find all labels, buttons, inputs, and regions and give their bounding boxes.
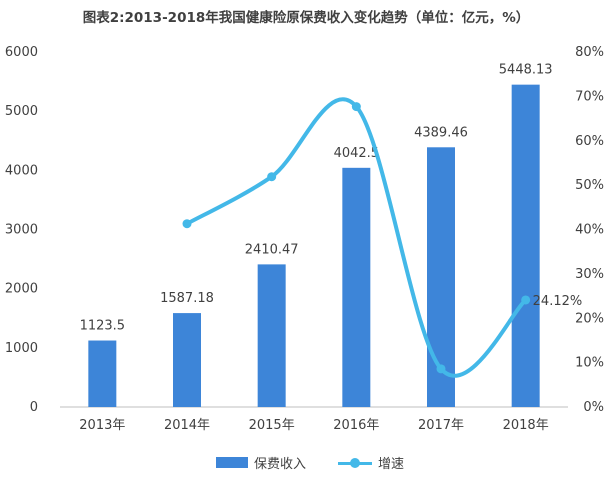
right-axis-ticks: 0% 10% 20% 30% 40% 50% 60% 70% 80% xyxy=(575,45,604,415)
chart-title: 图表2:2013-2018年我国健康险原保费收入变化趋势（单位：亿元，%） xyxy=(82,10,530,26)
legend-line-swatch xyxy=(338,457,372,469)
x-tick-label: 2013年 xyxy=(79,418,125,433)
bar xyxy=(511,84,540,407)
x-tick-label: 2016年 xyxy=(333,418,379,433)
left-tick-label: 5000 xyxy=(5,104,38,119)
x-tick-label: 2017年 xyxy=(418,418,464,433)
left-tick-label: 0 xyxy=(30,400,38,415)
bar-value-label: 4042.5 xyxy=(334,146,380,161)
legend-item-bar: 保费收入 xyxy=(216,453,306,472)
bar-value-label: 4389.46 xyxy=(414,125,468,140)
right-tick-label: 0% xyxy=(583,400,604,415)
left-tick-label: 6000 xyxy=(5,45,38,60)
bar xyxy=(342,167,371,407)
bar-labels: 1123.5 1587.18 2410.47 4042.5 4389.46 5448.13 xyxy=(80,63,553,334)
bar xyxy=(427,147,455,407)
left-tick-label: 4000 xyxy=(5,163,38,178)
legend-bar-swatch xyxy=(216,457,248,468)
bar-value-label: 1123.5 xyxy=(80,319,126,334)
bar-value-label: 1587.18 xyxy=(160,291,214,306)
bar xyxy=(173,313,201,407)
legend-bar-label: 保费收入 xyxy=(254,457,307,472)
bars xyxy=(88,84,540,407)
growth-point xyxy=(436,364,446,374)
left-tick-label: 2000 xyxy=(5,282,38,297)
legend-item-line: 增速 xyxy=(338,453,404,472)
x-axis-ticks: 2013年 2014年 2015年 2016年 2017年 2018年 xyxy=(79,418,548,433)
right-tick-label: 20% xyxy=(575,311,604,326)
left-tick-label: 3000 xyxy=(5,223,38,238)
right-tick-label: 10% xyxy=(575,356,604,371)
growth-line-layer: 24.12% xyxy=(182,97,583,378)
x-tick-label: 2015年 xyxy=(249,418,295,433)
bar xyxy=(257,264,286,407)
bar xyxy=(88,340,117,407)
right-tick-label: 40% xyxy=(575,223,604,238)
x-tick-label: 2018年 xyxy=(503,418,549,433)
right-tick-label: 60% xyxy=(575,134,604,149)
left-tick-label: 1000 xyxy=(5,341,38,356)
right-tick-label: 80% xyxy=(575,45,604,60)
growth-point xyxy=(521,295,531,305)
right-tick-label: 50% xyxy=(575,178,604,193)
bar-value-label: 2410.47 xyxy=(245,242,299,257)
growth-value-label: 24.12% xyxy=(533,294,583,309)
growth-line xyxy=(185,97,528,378)
x-tick-label: 2014年 xyxy=(164,418,210,433)
right-tick-label: 30% xyxy=(575,267,604,282)
growth-point xyxy=(267,172,277,182)
growth-point xyxy=(182,219,192,229)
left-axis-ticks: 0 1000 2000 3000 4000 5000 6000 xyxy=(5,45,38,415)
legend-line-label: 增速 xyxy=(378,457,405,472)
right-tick-label: 70% xyxy=(575,89,604,104)
growth-point xyxy=(351,102,361,112)
bar-value-label: 5448.13 xyxy=(499,63,553,78)
